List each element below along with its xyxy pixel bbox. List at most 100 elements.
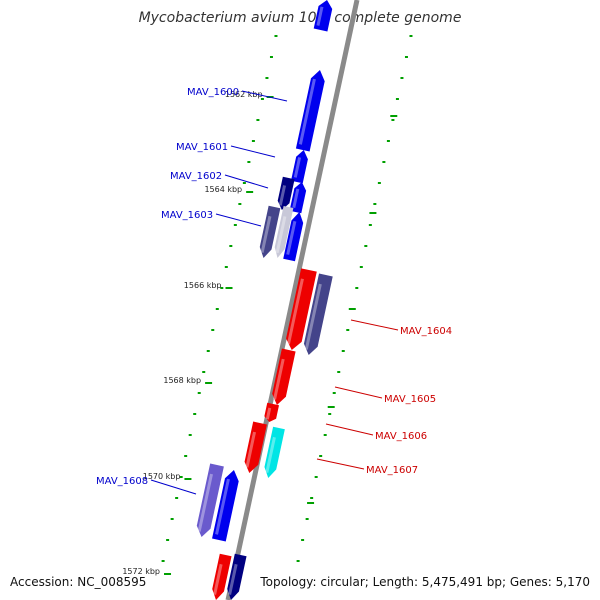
minor-tick-left [260,98,264,100]
minor-tick-right [400,77,404,79]
gene-block-mav-1604-dark-highlight [304,283,322,350]
gene-block-mav-1607 [264,426,285,479]
minor-tick-left [229,245,233,247]
major-tick-right [390,115,398,117]
gene-block-mav-1604-dark [303,273,333,355]
minor-tick-left [211,329,215,331]
minor-tick-left [202,371,206,373]
gene-label-mav-1605[interactable]: MAV_1605 [384,394,436,405]
gene-label-mav-1600[interactable]: MAV_1600 [187,87,239,98]
scale-label: 1564 kbp [204,185,242,194]
gene-block-mav-1605 [272,348,296,406]
gene-block-mav-1603-dark [259,205,281,258]
minor-tick-right [395,98,399,100]
gene-block-bottom-red [212,553,232,600]
minor-tick-right [391,119,395,121]
minor-tick-left [161,560,165,562]
gene-block-mav-1601-highlight [293,157,302,178]
major-tick-right [348,308,356,310]
gene-block-mav-1608-light [196,463,224,538]
gene-block-mav-1605-highlight [273,358,285,400]
gene-block-mav-1606-small [264,402,280,423]
gene-block-bottom-red-highlight [213,563,223,595]
accession-text: Accession: NC_008595 [8,574,149,590]
gene-block-mav-1604 [286,268,317,350]
gene-block-mav-1607 [264,426,285,479]
gene-block-mav-1607-highlight [265,436,276,473]
gene-block-mav-1604 [286,268,317,350]
gene-leader-line [241,90,288,102]
gene-block-mav-1602-dark-highlight [278,185,287,206]
minor-tick-right [368,224,372,226]
gene-block-bottom-dark-highlight [228,563,238,595]
gene-leader-line [350,319,399,331]
gene-block-mav-1605 [272,348,296,406]
gene-block-mav-1603-light [274,205,294,258]
gene-block-mav-1602-dark [277,176,295,211]
minor-tick-left [233,224,237,226]
gene-label-mav-1607[interactable]: MAV_1607 [366,465,418,476]
minor-tick-left [188,434,192,436]
gene-block-mav-1606-small-highlight [265,407,272,420]
major-tick [164,573,172,575]
minor-tick-right [373,203,377,205]
gene-block-mav-1603-light-highlight [275,216,287,254]
gene-block-mav-1606 [244,421,267,474]
gene-block-mav-1601 [291,149,308,184]
minor-tick-left [269,56,273,58]
major-tick-right [307,502,315,504]
scale-label: 1570 kbp [143,472,181,481]
minor-tick-right [305,518,309,520]
gene-leader-line [150,479,197,495]
gene-block-mav-1606-small [264,402,280,423]
minor-tick-left [224,266,228,268]
minor-tick-left [256,119,260,121]
gene-label-mav-1606[interactable]: MAV_1606 [375,431,427,442]
minor-tick-left [265,77,269,79]
minor-tick-right [319,455,323,457]
scale-label: 1572 kbp [122,567,160,576]
genome-backbone [225,0,360,600]
minor-tick-right [404,56,408,58]
minor-tick-right [332,392,336,394]
minor-tick-right [386,140,390,142]
minor-tick-left [206,350,210,352]
minor-tick-right [364,245,368,247]
gene-label-mav-1602[interactable]: MAV_1602 [170,171,222,182]
major-tick-right [327,406,335,408]
minor-tick-left [166,539,170,541]
gene-block-mav-1604-dark [303,273,333,355]
gene-label-mav-1608[interactable]: MAV_1608 [96,476,148,487]
minor-tick-left [197,392,201,394]
gene-block-mav-1602-dark [277,176,295,211]
gene-block-mav-1608-light-highlight [197,473,213,532]
gene-block-bottom-dark [227,553,247,600]
minor-tick-left [247,161,251,163]
minor-tick-left [242,182,246,184]
gene-label-mav-1601[interactable]: MAV_1601 [176,142,228,153]
major-tick-right [369,212,377,214]
minor-tick-right [296,560,300,562]
minor-tick-right [359,266,363,268]
gene-label-mav-1604[interactable]: MAV_1604 [400,326,452,337]
gene-block-mav-1603 [283,212,304,262]
gene-leader-line [325,423,374,436]
minor-tick-left [215,308,219,310]
gene-block-mav-1608-highlight [215,478,230,535]
minor-tick-left [238,203,242,205]
gene-leader-line [334,386,383,399]
major-tick [246,191,254,193]
gene-block-mav-1600-highlight [298,78,316,145]
gene-block-mav-1601 [291,149,308,184]
gene-label-mav-1603[interactable]: MAV_1603 [161,210,213,221]
minor-tick-right [323,434,327,436]
gene-block-mav-1602 [289,181,307,214]
minor-tick-right [341,350,345,352]
major-tick [184,478,192,480]
gene-block-mav-1603-highlight [286,220,297,255]
gene-block-mav-1606-highlight [245,431,256,468]
gene-block-mav-1603-dark-highlight [260,215,272,253]
minor-tick-left [251,140,255,142]
minor-tick-left [193,413,197,415]
